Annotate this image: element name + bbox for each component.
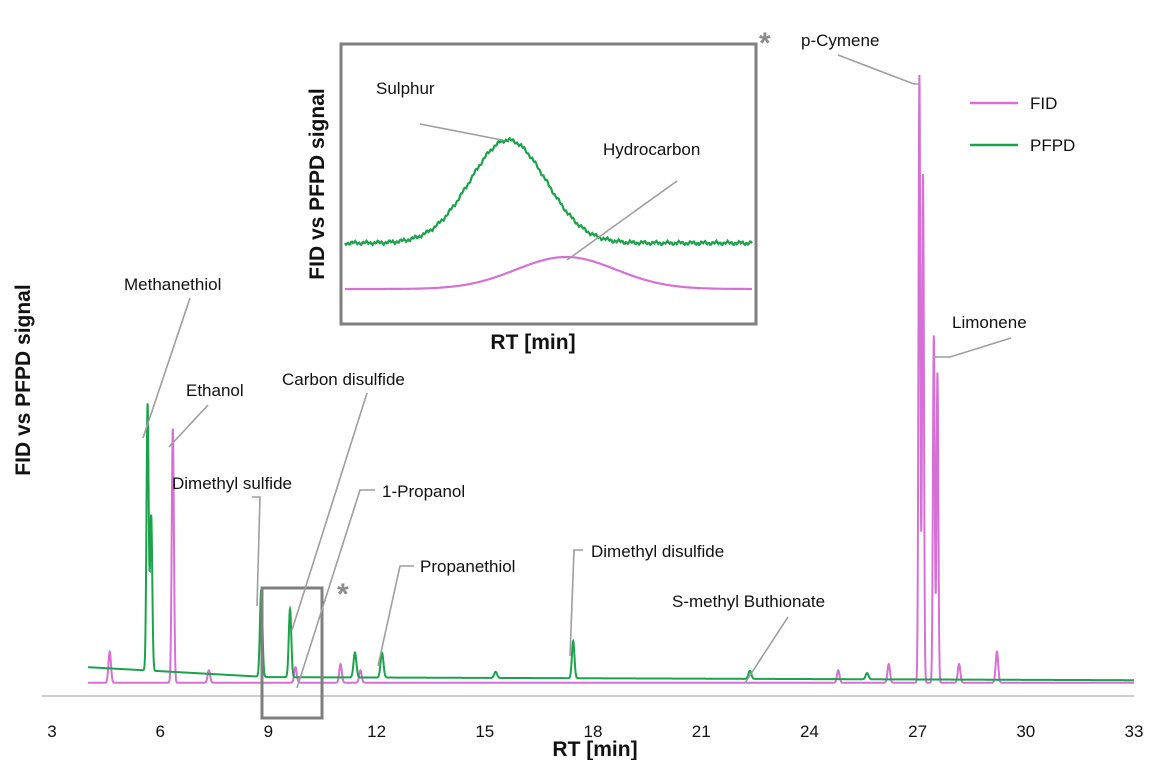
legend: FID PFPD bbox=[970, 94, 1075, 155]
x-axis-title: RT [min] bbox=[552, 738, 637, 760]
x-tick-label: 6 bbox=[155, 722, 164, 741]
asterisk-zoom: * bbox=[337, 578, 349, 611]
x-tick-label: 24 bbox=[800, 722, 819, 741]
inset-y-axis-title: FID vs PFPD signal bbox=[306, 88, 329, 279]
x-tick-label: 30 bbox=[1016, 722, 1035, 741]
leader-dimethyl-sulfide bbox=[252, 496, 261, 607]
leader-s-methyl-buthionate bbox=[744, 616, 789, 684]
leader-propanethiol bbox=[377, 565, 414, 667]
x-tick-label: 9 bbox=[264, 722, 273, 741]
inset: Sulphur Hydrocarbon RT [min] FID vs PFPD… bbox=[306, 42, 758, 354]
leader-limonene bbox=[933, 337, 1012, 358]
inset-leader-hydrocarbon bbox=[566, 180, 678, 261]
legend-label-fid: FID bbox=[1030, 94, 1057, 113]
inset-label-sulphur: Sulphur bbox=[376, 79, 435, 98]
x-tick-label: 21 bbox=[692, 722, 711, 741]
annotation-carbon-disulfide: Carbon disulfide bbox=[282, 370, 405, 389]
x-tick-label: 3 bbox=[47, 722, 56, 741]
leader-p-cymene bbox=[837, 54, 919, 85]
peak-annotations: Methanethiol Ethanol Carbon disulfide Di… bbox=[124, 31, 1027, 689]
inset-x-axis-title: RT [min] bbox=[490, 331, 575, 354]
annotation-limonene: Limonene bbox=[952, 313, 1027, 332]
zoom-box bbox=[260, 586, 324, 720]
inset-trace-pfpd bbox=[344, 136, 753, 247]
inset-label-hydrocarbon: Hydrocarbon bbox=[603, 140, 700, 159]
x-tick-label: 15 bbox=[475, 722, 494, 741]
annotation-methanethiol: Methanethiol bbox=[124, 275, 221, 294]
leader-dimethyl-disulfide bbox=[569, 549, 583, 657]
asterisk-inset: * bbox=[759, 27, 771, 60]
annotation-p-cymene: p-Cymene bbox=[801, 31, 879, 50]
x-tick-label: 12 bbox=[367, 722, 386, 741]
legend-label-pfpd: PFPD bbox=[1030, 136, 1075, 155]
annotation-ethanol: Ethanol bbox=[186, 381, 244, 400]
leader-1-propanol bbox=[296, 489, 375, 689]
annotation-propanethiol: Propanethiol bbox=[420, 557, 515, 576]
inset-leader-sulphur bbox=[419, 123, 503, 141]
annotation-s-methyl-buthionate: S-methyl Buthionate bbox=[672, 592, 825, 611]
leader-carbon-disulfide bbox=[291, 392, 368, 631]
x-tick-label: 18 bbox=[584, 722, 603, 741]
inset-trace-fid bbox=[345, 255, 752, 291]
annotation-dimethyl-sulfide: Dimethyl sulfide bbox=[172, 474, 292, 493]
annotation-1-propanol: 1-Propanol bbox=[382, 482, 465, 501]
x-tick-labels: 3 6 9 12 15 18 21 24 27 30 33 bbox=[47, 722, 1143, 741]
x-tick-label: 27 bbox=[908, 722, 927, 741]
x-tick-label: 33 bbox=[1125, 722, 1144, 741]
leader-ethanol bbox=[168, 404, 209, 448]
y-axis-title: FID vs PFPD signal bbox=[12, 284, 35, 475]
leader-methanethiol bbox=[142, 297, 191, 439]
annotation-dimethyl-disulfide: Dimethyl disulfide bbox=[591, 542, 724, 561]
